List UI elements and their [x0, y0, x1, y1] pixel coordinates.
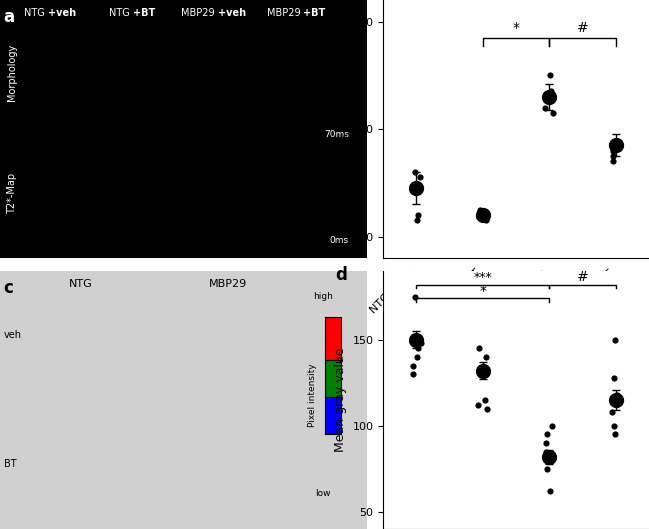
Point: [541, 430, 552, 439]
Point: [609, 422, 619, 430]
Text: MBP29: MBP29: [181, 8, 218, 18]
Text: T2*-Map: T2*-Map: [7, 173, 18, 214]
Point: [474, 344, 484, 353]
Text: MBP29: MBP29: [208, 279, 247, 289]
Text: veh: veh: [4, 331, 21, 341]
Text: NTG: NTG: [24, 8, 48, 18]
Point: [412, 216, 422, 225]
Point: [415, 339, 426, 348]
Text: d: d: [335, 266, 347, 284]
Text: c: c: [4, 279, 14, 297]
Point: [412, 353, 422, 361]
Point: [546, 87, 556, 96]
Text: NTG: NTG: [109, 8, 133, 18]
Text: 0ms: 0ms: [330, 236, 349, 245]
Point: [608, 152, 618, 160]
Point: [482, 404, 493, 413]
Point: [478, 370, 489, 378]
Text: NTG: NTG: [69, 279, 93, 289]
Point: [613, 141, 624, 149]
Text: 70ms: 70ms: [324, 130, 349, 139]
Point: [609, 430, 620, 439]
Text: Morphology: Morphology: [7, 43, 18, 101]
Point: [473, 401, 484, 409]
Point: [475, 211, 485, 220]
Point: [408, 361, 419, 370]
Text: +BT: +BT: [303, 8, 326, 18]
Text: #: #: [577, 270, 589, 285]
Point: [543, 464, 553, 473]
Text: +BT: +BT: [133, 8, 155, 18]
Text: ***: ***: [473, 271, 492, 285]
Point: [480, 396, 490, 404]
Point: [475, 205, 485, 214]
Point: [545, 487, 555, 495]
Point: [408, 370, 419, 378]
Point: [481, 353, 491, 361]
Point: [541, 439, 552, 447]
Y-axis label: T2* [ms]: T2* [ms]: [341, 102, 354, 156]
Point: [608, 147, 618, 155]
Point: [415, 173, 425, 181]
Point: [610, 335, 620, 344]
Point: [410, 293, 421, 301]
Point: [474, 213, 484, 222]
Text: #: #: [577, 22, 589, 35]
Point: [607, 408, 618, 416]
Point: [413, 211, 423, 220]
Point: [480, 216, 491, 225]
Text: *: *: [480, 284, 486, 298]
Point: [608, 157, 618, 166]
Text: low: low: [315, 489, 331, 498]
Text: *: *: [513, 22, 520, 35]
Text: b: b: [335, 0, 347, 13]
Point: [541, 448, 552, 456]
Point: [540, 103, 550, 112]
Text: BT: BT: [4, 460, 16, 470]
Text: MBP29: MBP29: [267, 8, 303, 18]
Point: [609, 373, 619, 382]
Y-axis label: Mean gray value: Mean gray value: [334, 348, 347, 452]
Point: [548, 108, 558, 117]
Text: Pixel intensity: Pixel intensity: [308, 363, 317, 426]
Point: [410, 168, 421, 176]
Point: [413, 344, 424, 353]
Text: high: high: [313, 291, 333, 300]
Text: +veh: +veh: [218, 8, 246, 18]
Point: [547, 422, 557, 430]
Point: [611, 390, 622, 399]
Text: a: a: [4, 8, 15, 26]
Text: +veh: +veh: [48, 8, 76, 18]
Point: [545, 71, 556, 79]
